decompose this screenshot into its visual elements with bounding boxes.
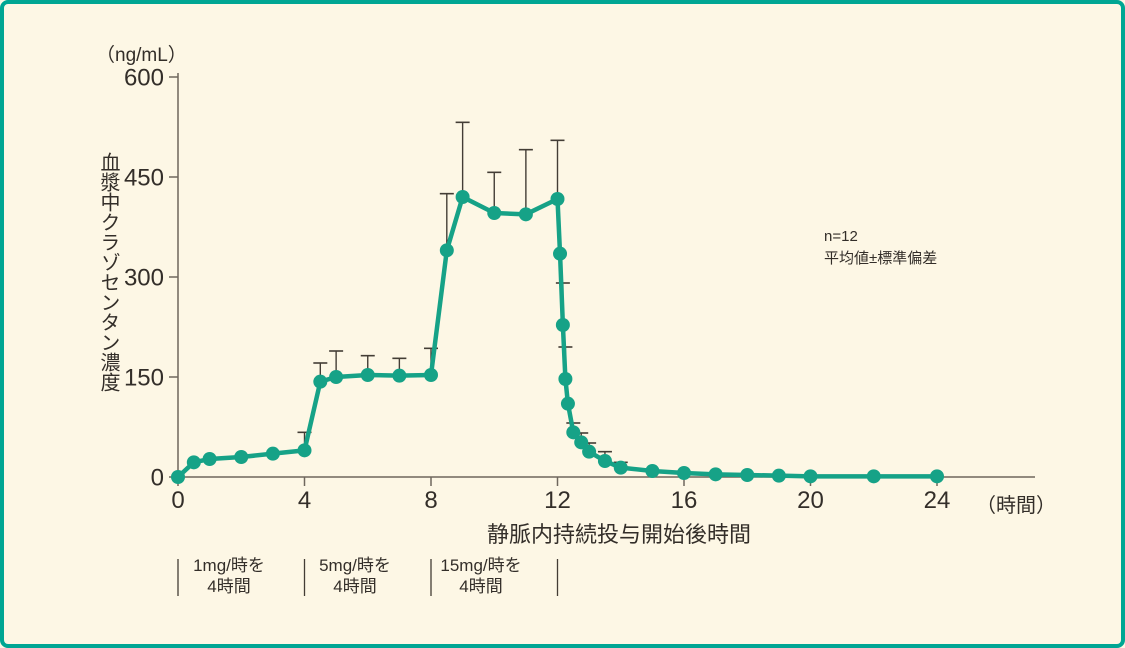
data-point-marker: [234, 450, 249, 464]
dose-rate-text: 15mg/時を: [440, 556, 522, 575]
n-value-text: n=12: [824, 228, 858, 245]
data-point-marker: [439, 243, 454, 258]
x-tick-label: 4: [298, 487, 311, 514]
x-tick-label: 20: [797, 487, 824, 514]
x-axis-unit-label: （時間）: [976, 495, 1056, 517]
y-tick-label: 150: [124, 365, 164, 392]
sample-size-annotation: n=12 平均値±標準偏差: [824, 226, 937, 270]
data-point-marker: [866, 469, 881, 484]
x-tick-label: 0: [171, 487, 184, 514]
dose-duration-text: 4時間: [207, 577, 251, 596]
data-point-marker: [550, 192, 565, 206]
x-tick-label: 12: [544, 487, 571, 514]
data-point-marker: [558, 372, 573, 386]
data-point-marker: [487, 206, 502, 220]
x-tick-label: 16: [671, 487, 698, 514]
x-tick-label: 8: [424, 487, 437, 514]
x-axis-title: 静脈内持続投与開始後時間: [486, 522, 752, 547]
data-point-marker: [740, 468, 755, 482]
dose-label-segment-1: 1mg/時を 4時間: [193, 555, 265, 597]
data-point-marker: [677, 466, 691, 480]
data-point-marker: [329, 370, 344, 384]
data-point-marker: [597, 454, 612, 468]
y-tick-label: 450: [124, 165, 164, 192]
data-point-marker: [202, 452, 217, 466]
y-tick-label: 0: [151, 465, 164, 492]
y-axis-title: 血漿中クラゾセンタン濃度: [97, 152, 119, 392]
dose-label-segment-3: 15mg/時を 4時間: [440, 555, 521, 597]
dose-rate-text: 1mg/時を: [193, 556, 265, 575]
data-point-marker: [553, 246, 568, 261]
data-point-marker: [708, 467, 723, 482]
y-tick-label: 600: [124, 65, 164, 92]
dose-label-segment-2: 5mg/時を 4時間: [319, 555, 391, 597]
data-point-marker: [360, 368, 375, 382]
data-point-marker: [392, 368, 407, 383]
x-tick-label: 24: [924, 487, 951, 514]
data-point-marker: [297, 443, 312, 458]
data-point-marker: [518, 207, 533, 222]
data-point-marker: [455, 190, 470, 204]
data-point-marker: [574, 435, 589, 450]
data-point-marker: [613, 460, 628, 475]
dose-duration-text: 4時間: [333, 577, 377, 596]
data-point-marker: [582, 444, 597, 459]
data-point-marker: [930, 469, 944, 484]
mean-sd-note-text: 平均値±標準偏差: [824, 250, 938, 267]
y-tick-label: 300: [124, 265, 164, 292]
data-point-marker: [555, 318, 570, 332]
data-point-marker: [645, 464, 660, 478]
dose-rate-text: 5mg/時を: [319, 556, 391, 575]
data-point-marker: [803, 469, 818, 484]
data-point-marker: [771, 468, 786, 483]
y-axis-unit-label: （ng/mL）: [96, 45, 187, 66]
data-point-marker: [560, 396, 575, 411]
dose-duration-text: 4時間: [459, 577, 503, 596]
data-point-marker: [313, 374, 328, 389]
data-point-marker: [186, 455, 201, 470]
data-point-marker: [265, 446, 280, 461]
data-point-marker: [566, 425, 581, 440]
data-point-marker: [171, 470, 185, 484]
data-point-marker: [424, 368, 438, 382]
